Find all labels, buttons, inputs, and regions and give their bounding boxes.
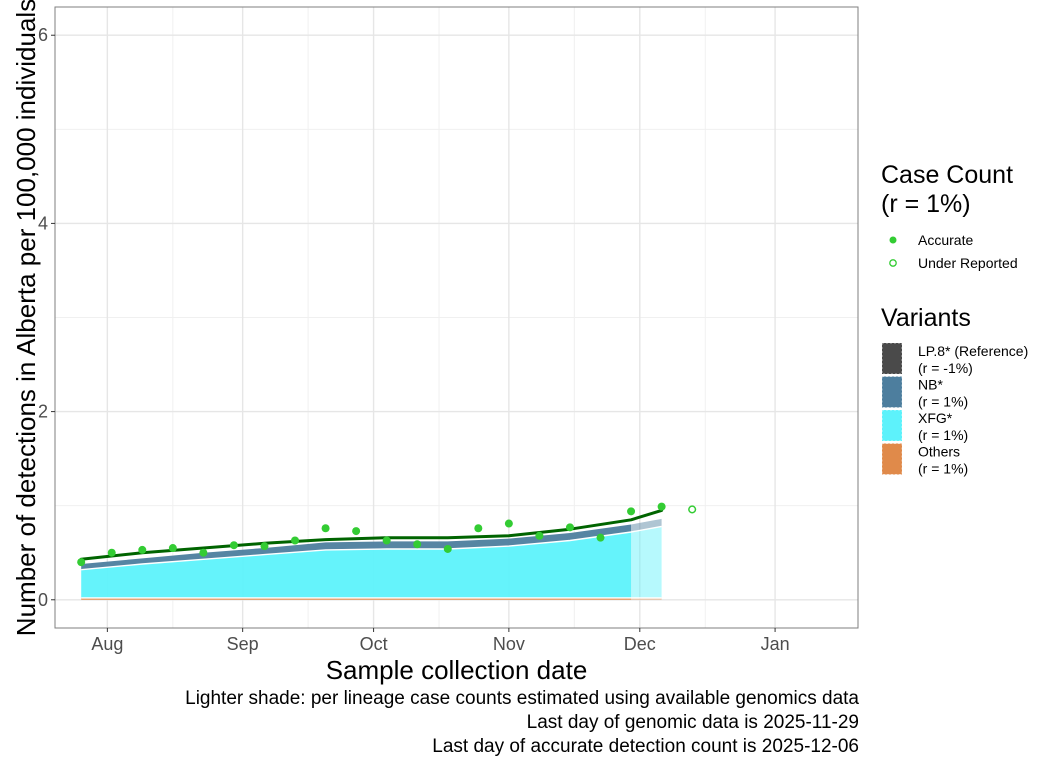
case-point-accurate: [657, 502, 666, 511]
caption-line-1: Lighter shade: per lineage case counts e…: [185, 688, 859, 709]
case-point-under-reported: [688, 505, 697, 514]
case-point-accurate: [474, 524, 483, 533]
case-point-accurate: [168, 544, 177, 553]
area-nb: [81, 524, 632, 570]
area-xfg: [81, 532, 632, 598]
case-point-accurate: [260, 542, 269, 551]
legend-under-reported-label: Under Reported: [918, 255, 1018, 271]
case-point-accurate: [627, 507, 636, 516]
area-boundary-line: [81, 525, 662, 571]
legend-rate-nb: (r = 1%): [918, 394, 968, 410]
area-estimated-xfg: [631, 526, 662, 598]
case-point-accurate: [504, 519, 513, 528]
case-point-accurate: [382, 536, 391, 545]
y-tick-label: 6: [38, 25, 48, 45]
case-point-accurate: [413, 540, 422, 549]
y-tick-label: 2: [38, 402, 48, 422]
x-tick-label: Nov: [493, 634, 525, 654]
x-tick-label: Oct: [360, 634, 388, 654]
legend-rate-lp-8-reference: (r = -1%): [918, 360, 973, 376]
plot-panel-border: [54, 6, 859, 629]
legend-key-nb: [881, 376, 903, 408]
area-estimated-nb: [631, 518, 662, 533]
y-tick-label: 0: [38, 590, 48, 610]
case-point-accurate: [291, 536, 300, 545]
case-point-accurate: [596, 533, 605, 542]
case-points-layer: [77, 502, 697, 567]
legend-rate-xfg: (r = 1%): [918, 427, 968, 443]
axis-ticks: 0 2 4 6 Aug Sep Oct Nov Dec Jan: [38, 25, 790, 654]
legend-label-others: Others: [918, 444, 960, 460]
legend-under-reported-marker: [889, 259, 897, 267]
case-point-accurate: [535, 531, 544, 540]
y-axis-title: Number of detections in Alberta per 100,…: [11, 0, 41, 636]
case-point-accurate: [565, 523, 574, 532]
case-point-accurate: [138, 545, 147, 554]
legend-case-count: Case Count (r = 1%) Accurate Under Repor…: [881, 161, 1018, 271]
legend-variants-title: Variants: [881, 304, 971, 332]
grid-lines: [55, 7, 858, 628]
x-axis-title: Sample collection date: [326, 655, 588, 685]
x-tick-label: Sep: [227, 634, 259, 654]
case-point-accurate: [77, 558, 86, 567]
x-tick-label: Aug: [91, 634, 123, 654]
caption-line-3: Last day of accurate detection count is …: [432, 736, 859, 757]
case-point-accurate: [443, 544, 452, 553]
case-point-accurate: [352, 527, 361, 536]
legend-key-xfg: [881, 409, 903, 442]
legend-case-subtitle: (r = 1%): [881, 190, 971, 218]
case-point-accurate: [229, 541, 238, 550]
legend-variants: Variants LP.8* (Reference)(r = -1%)NB*(r…: [881, 304, 1028, 477]
case-point-accurate: [107, 548, 116, 557]
legend-label-xfg: XFG*: [918, 410, 953, 426]
stacked-area-layer: [81, 518, 662, 600]
legend-accurate-label: Accurate: [918, 232, 973, 248]
legend-accurate-marker: [889, 236, 897, 244]
x-tick-label: Jan: [761, 634, 790, 654]
y-tick-label: 4: [38, 213, 48, 233]
case-point-accurate: [199, 548, 208, 557]
caption-line-2: Last day of genomic data is 2025-11-29: [526, 712, 859, 733]
x-tick-label: Dec: [624, 634, 656, 654]
legend-label-nb: NB*: [918, 377, 943, 393]
legend-case-title: Case Count: [881, 161, 1013, 189]
legend-key-others: [881, 443, 903, 475]
legend-label-lp-8-reference: LP.8* (Reference): [918, 343, 1028, 359]
legend-rate-others: (r = 1%): [918, 461, 968, 477]
legend-key-lp-8-reference: [881, 342, 903, 375]
case-point-accurate: [321, 524, 330, 533]
